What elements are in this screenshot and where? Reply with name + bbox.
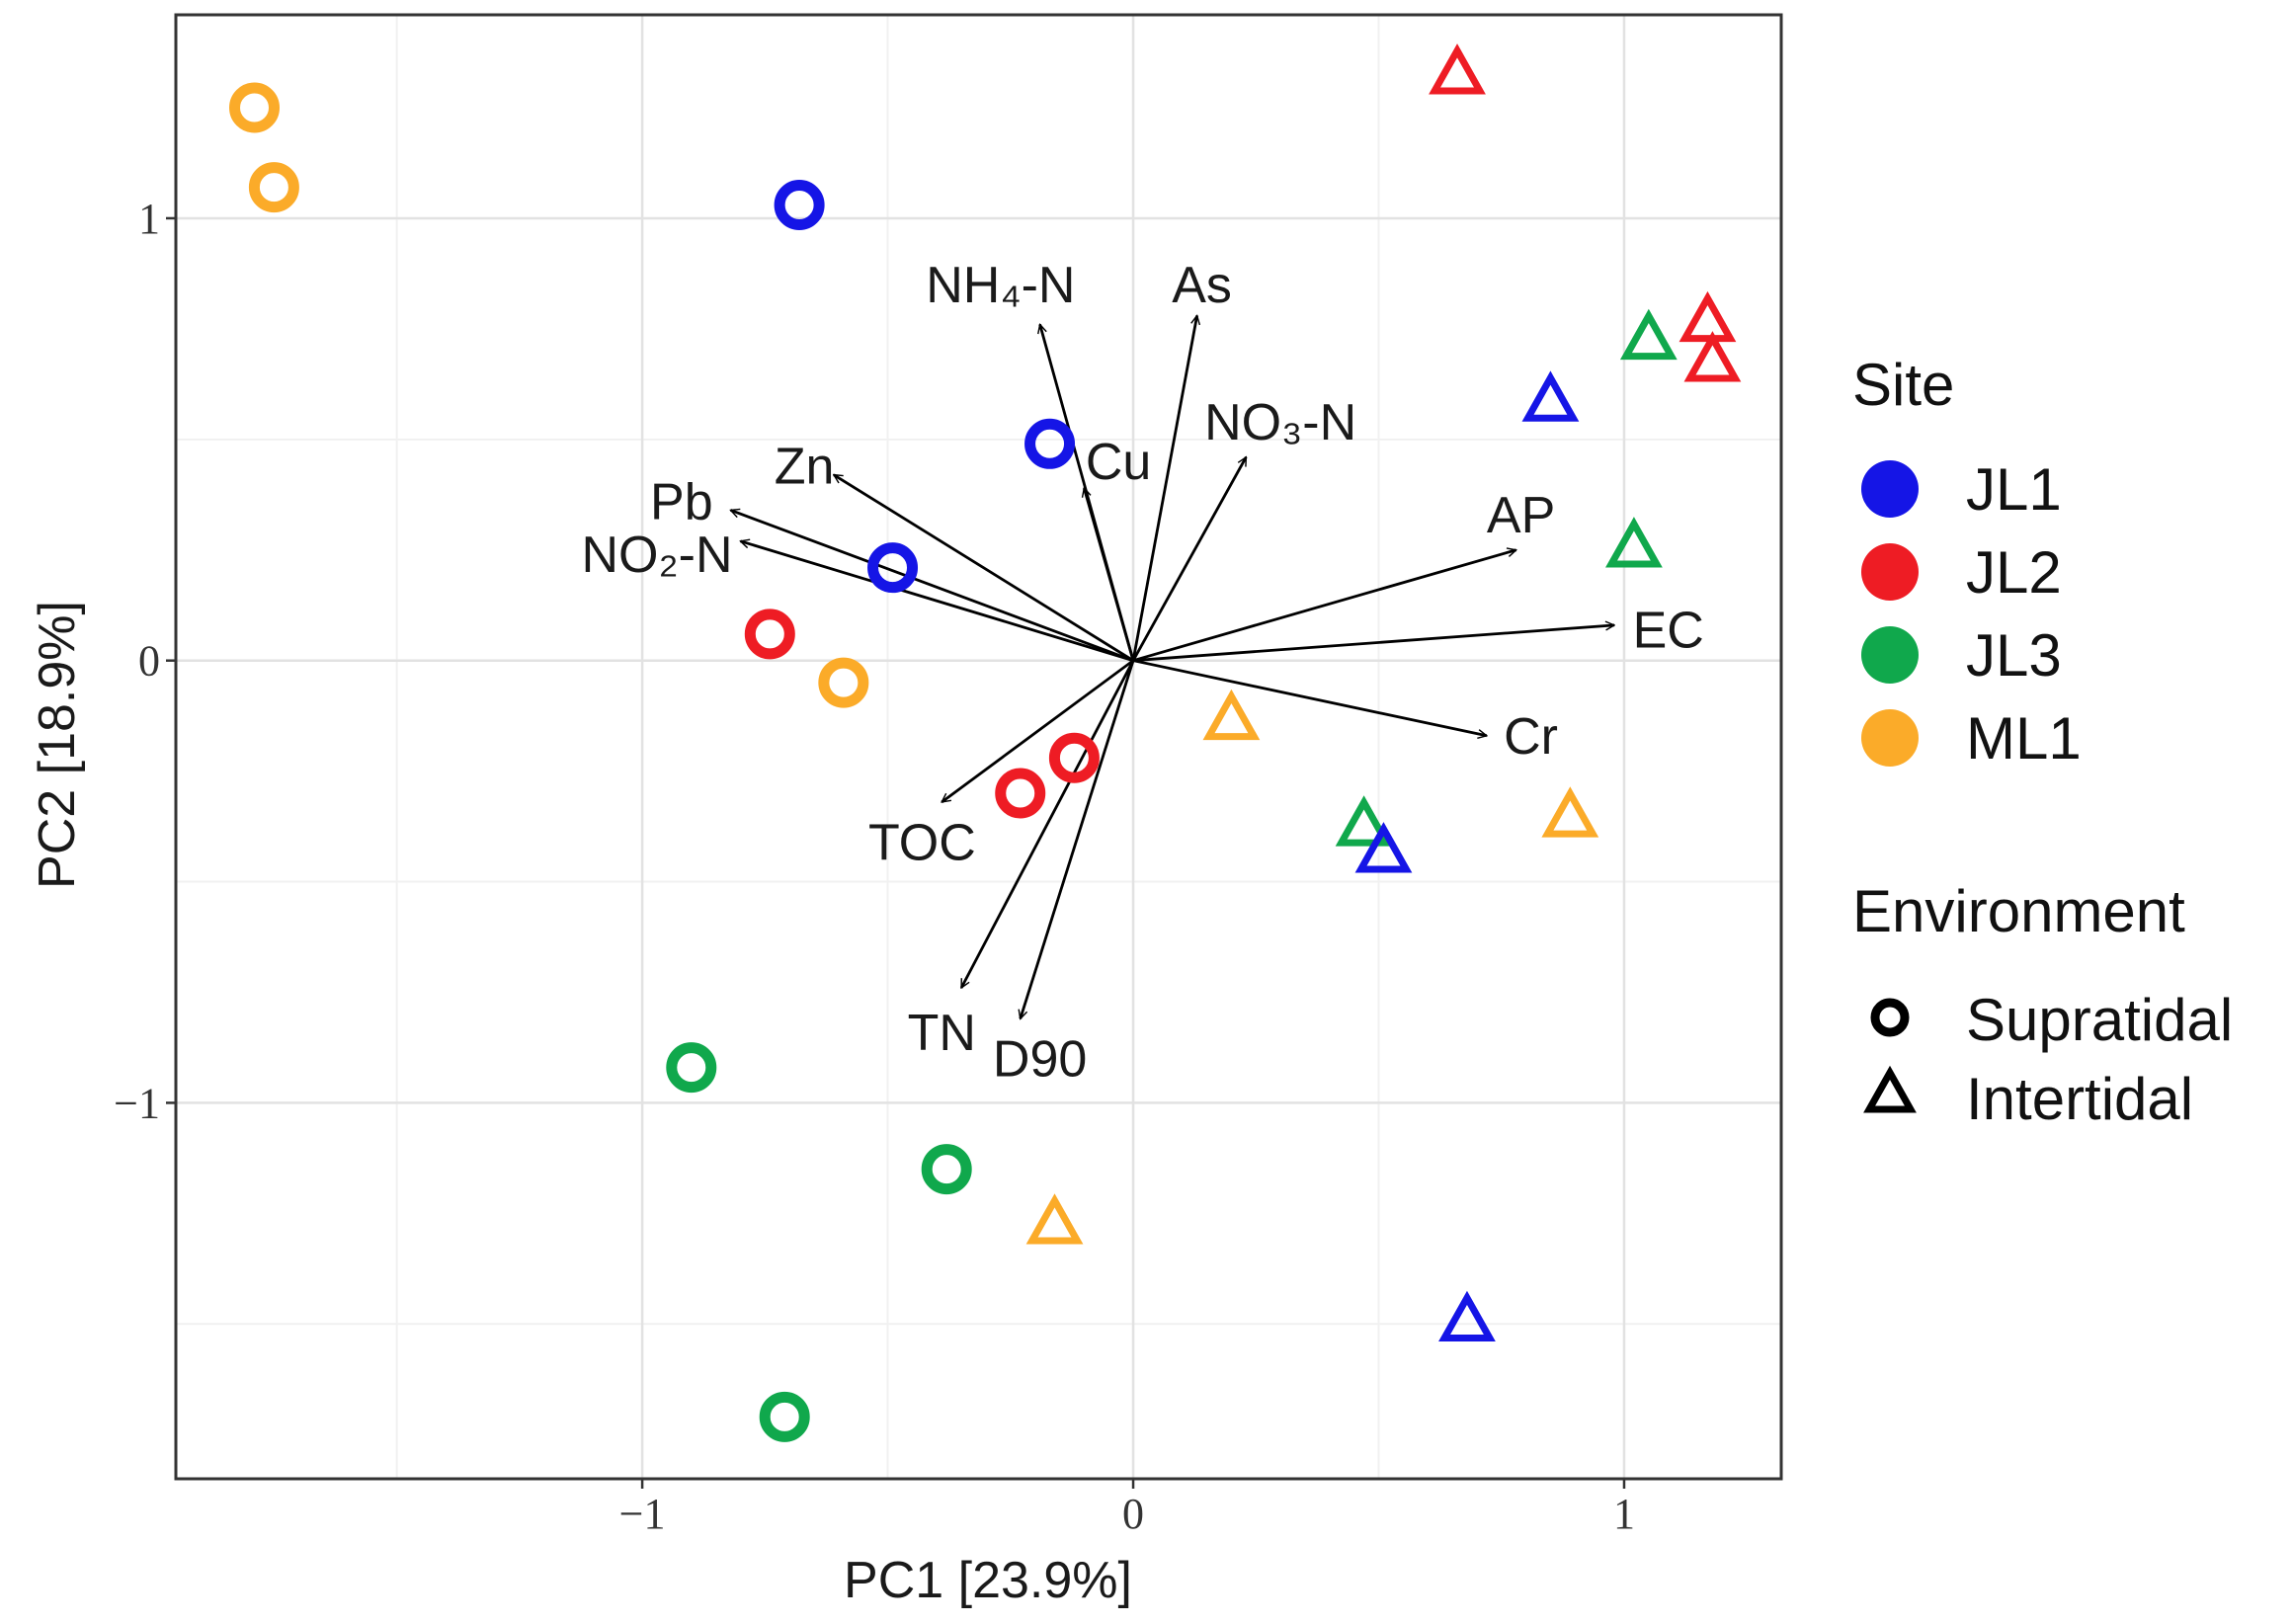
point-jl1-intertidal — [1354, 822, 1413, 873]
y-tick-label: 0 — [138, 637, 160, 686]
y-tick-label: −1 — [114, 1079, 160, 1127]
loading-arrow-as — [1131, 315, 1197, 661]
point-jl3-supratidal — [759, 1391, 810, 1442]
x-tick-label: 1 — [1613, 1490, 1635, 1538]
legend-key-jl2 — [1861, 543, 1919, 601]
x-tick-label: 0 — [1122, 1490, 1144, 1538]
point-jl2-supratidal — [1048, 732, 1100, 783]
loading-arrow-no-n — [740, 541, 1134, 663]
legend-site-items: JL1 JL2 JL3 ML1 — [1861, 456, 2082, 771]
point-jl3-supratidal — [666, 1042, 717, 1094]
point-jl2-intertidal — [1429, 43, 1486, 95]
loading-arrow-toc — [941, 659, 1134, 804]
loading-arrow-no-n — [1131, 457, 1248, 662]
loading-label-cu: Cu — [1086, 434, 1151, 491]
loading-label-tn: TN — [908, 1005, 976, 1062]
legend-label-jl1: JL1 — [1966, 456, 2062, 523]
point-jl1-supratidal — [867, 542, 919, 594]
legend-key-supratidal — [1870, 998, 1910, 1037]
point-jl3-intertidal — [1335, 795, 1393, 847]
loading-arrow-ec — [1132, 625, 1614, 663]
legend-key-intertidal — [1863, 1065, 1917, 1113]
point-jl3-supratidal — [921, 1144, 972, 1195]
loading-label-d90: D90 — [993, 1031, 1087, 1089]
point-jl1-intertidal — [1521, 370, 1580, 422]
sample-points — [229, 43, 1742, 1442]
y-axis-ticks: −1 0 1 — [114, 195, 176, 1127]
plot-panel-border — [174, 13, 1783, 1481]
loading-label-zn: Zn — [775, 439, 835, 496]
legend-label-ml1: ML1 — [1966, 705, 2082, 771]
legend-label-jl3: JL3 — [1966, 622, 2062, 689]
point-jl2-supratidal — [995, 768, 1046, 819]
point-jl2-supratidal — [744, 609, 795, 660]
loading-label-cr: Cr — [1504, 708, 1558, 766]
loading-arrow-tn — [959, 660, 1135, 988]
point-ml1-intertidal — [1541, 786, 1599, 838]
loading-label-as: As — [1172, 257, 1232, 314]
point-jl3-intertidal — [1619, 308, 1678, 361]
y-tick-label: 1 — [138, 195, 160, 243]
legend-key-jl3 — [1861, 626, 1919, 684]
loading-arrow-d90 — [1021, 660, 1135, 1019]
legend-environment-items: Supratidal Intertidal — [1863, 987, 2233, 1132]
loading-arrow-cu — [1084, 488, 1135, 662]
x-tick-label: −1 — [619, 1490, 666, 1538]
loading-label-nh-n: NH₄-N — [926, 257, 1075, 314]
point-jl2-intertidal — [1683, 331, 1742, 382]
point-ml1-supratidal — [248, 162, 299, 213]
point-ml1-supratidal — [818, 657, 869, 708]
legend-key-ml1 — [1861, 709, 1919, 767]
legend-label-supratidal: Supratidal — [1966, 987, 2233, 1053]
point-jl3-intertidal — [1605, 517, 1663, 568]
x-axis-title: PC1 [23.9%] — [844, 1552, 1132, 1609]
legend-title-site: Site — [1852, 352, 1954, 418]
loading-arrow-cr — [1132, 659, 1487, 736]
loading-label-no-n: NO₂-N — [581, 527, 732, 584]
point-jl2-intertidal — [1678, 290, 1737, 343]
loading-label-ap: AP — [1487, 487, 1555, 544]
legend-title-environment: Environment — [1852, 878, 2185, 944]
loading-label-pb: Pb — [650, 474, 713, 531]
legend: Site JL1 JL2 JL3 ML1 Environment Supratidal… — [1852, 352, 2233, 1132]
point-jl1-intertidal — [1438, 1290, 1496, 1342]
point-ml1-supratidal — [229, 82, 281, 133]
point-jl1-supratidal — [774, 180, 825, 231]
loading-label-no-n: NO₃-N — [1204, 394, 1356, 451]
legend-label-jl2: JL2 — [1966, 539, 2062, 606]
loading-arrow-pb — [731, 510, 1134, 663]
x-axis-ticks: −1 0 1 — [619, 1479, 1635, 1538]
legend-key-jl1 — [1861, 460, 1919, 518]
legend-label-intertidal: Intertidal — [1966, 1066, 2193, 1132]
loading-arrow-ap — [1132, 550, 1516, 663]
loading-label-toc: TOC — [868, 814, 976, 871]
loading-label-ec: EC — [1633, 602, 1704, 659]
point-jl1-supratidal — [1024, 418, 1076, 469]
y-axis-title: PC2 [18.9%] — [29, 601, 86, 889]
gridlines — [176, 15, 1781, 1479]
loading-arrow-zn — [834, 473, 1134, 662]
point-ml1-intertidal — [1025, 1193, 1084, 1245]
point-ml1-intertidal — [1202, 689, 1261, 741]
